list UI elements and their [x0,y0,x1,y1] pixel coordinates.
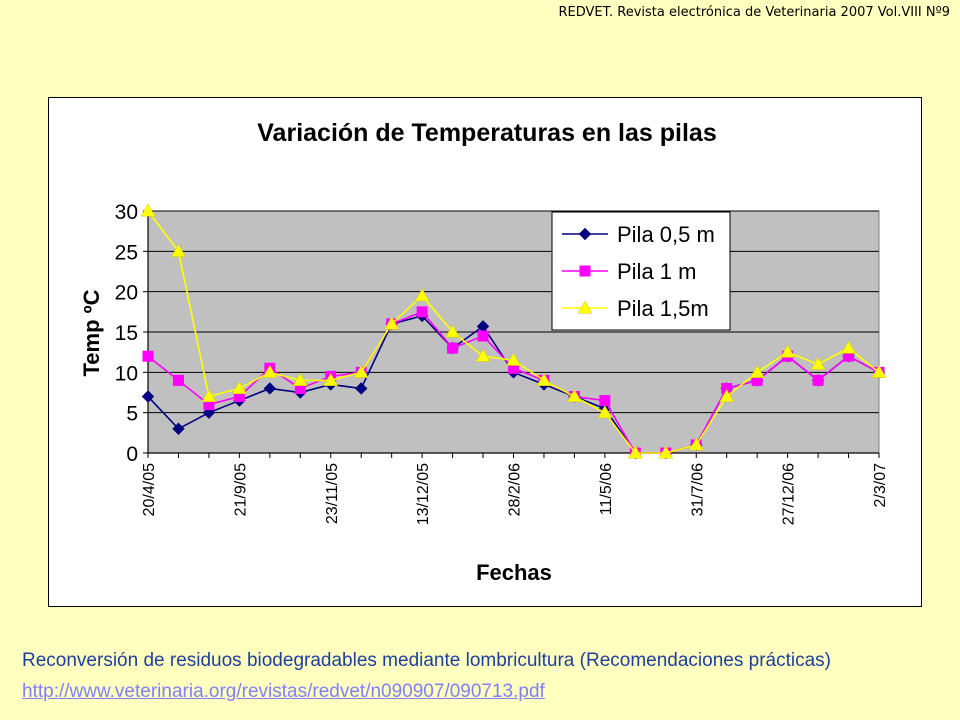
x-axis-title: Fechas [476,560,552,585]
legend-label: Pila 0,5 m [617,222,715,247]
series-2-point [416,306,428,318]
y-tick-label: 5 [126,403,138,426]
y-tick-label: 30 [115,201,138,224]
legend-label: Pila 1 m [617,259,696,284]
x-tick-label: 13/12/05 [415,463,432,525]
series-1-point [172,422,185,436]
y-tick-label: 25 [115,241,138,264]
series-1-point [141,390,155,403]
series-3-point [841,340,856,354]
series-2-point [172,374,184,386]
series-3-point [566,389,582,403]
series-3-point [171,243,186,257]
series-3-point [688,437,704,451]
x-tick-label: 11/5/06 [598,463,615,515]
x-tick-label: 23/11/05 [324,463,341,524]
chart-title: Variación de Temperaturas en las pilas [257,119,716,147]
legend-marker [577,300,593,314]
x-tick-label: 2/3/07 [872,463,889,508]
series-2-point [599,395,611,407]
series-2-point [477,330,489,342]
y-tick-label: 0 [126,443,138,466]
series-3-point [353,364,369,378]
y-tick-label: 15 [115,322,138,345]
y-tick-label: 10 [115,362,138,385]
series-3-point [719,389,735,403]
series-3-point [871,364,887,378]
line-chart: Variación de Temperaturas en las pilas T… [79,119,889,585]
series-3-point [262,364,278,378]
series-3-point [384,316,400,330]
legend-marker [578,227,592,241]
series-3-point [506,352,521,366]
footer-link[interactable]: http://www.veterinaria.org/revistas/redv… [22,681,545,702]
series-2-point [142,350,154,362]
x-tick-label: 28/2/06 [507,463,524,516]
legend-marker [579,265,591,277]
footer-text: Reconversión de residuos biodegradables … [22,650,831,671]
series-1-point [355,382,368,395]
series-3-point [292,372,308,386]
series-3-point [475,348,491,362]
series-3-point [140,203,156,217]
series-1-point [263,382,277,395]
y-tick-label: 20 [115,282,138,305]
series-3-point [810,356,826,370]
series-2-point [812,374,824,386]
series-3-point [627,445,643,459]
x-tick-label: 31/7/06 [689,463,706,516]
series-3-point [749,364,765,378]
header-citation: REDVET. Revista electrónica de Veterinar… [558,5,950,20]
series-3-point [658,445,674,459]
series-3-point [780,344,796,358]
legend-label: Pila 1,5m [617,296,709,321]
series-3-point [597,405,613,419]
x-tick-label: 27/12/06 [781,463,798,525]
series-3-point [445,324,461,338]
x-tick-label: 21/9/05 [232,463,249,516]
series-3-point [414,288,430,302]
series-3-point [323,372,339,386]
y-axis-title: Temp ºC [79,289,104,376]
x-tick-label: 20/4/05 [141,463,158,516]
series-2-point [447,342,459,354]
series-3-point [536,372,552,386]
series-3-point [201,389,217,403]
series-3-point [231,380,247,394]
chart-frame: Variación de Temperaturas en las pilas T… [48,97,922,607]
